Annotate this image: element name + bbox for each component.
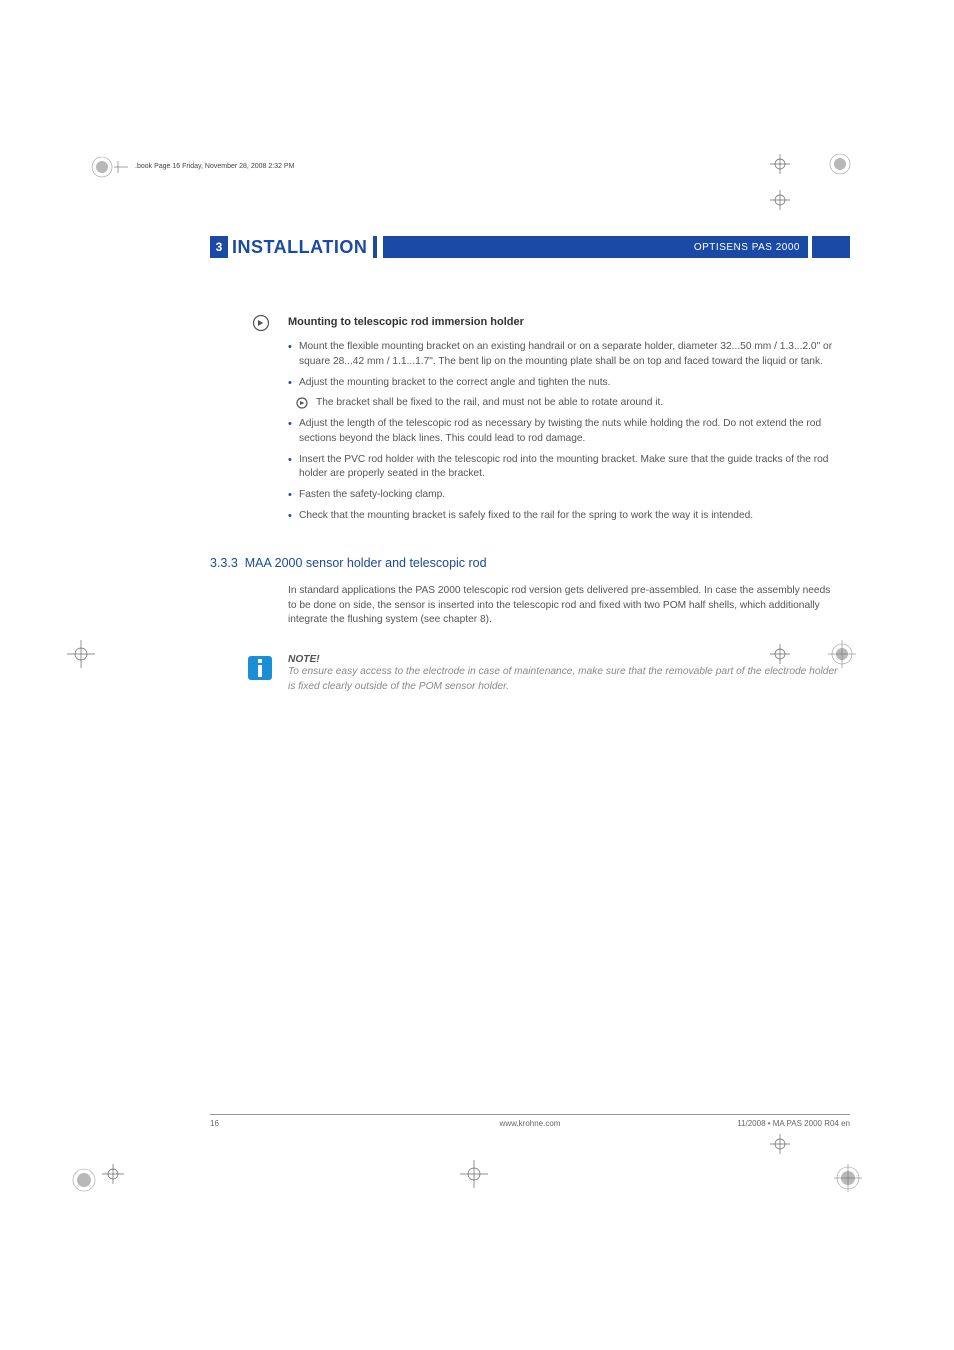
note-block: NOTE! To ensure easy access to the elect… <box>288 654 840 695</box>
section-header: 3 INSTALLATION OPTISENS PAS 2000 <box>210 236 850 258</box>
page-build-annotation: .book Page 16 Friday, November 28, 2008 … <box>135 163 294 170</box>
crop-mark-tr <box>770 150 860 210</box>
list-item: Mount the flexible mounting bracket on a… <box>288 340 840 370</box>
list-item: Insert the PVC rod holder with the teles… <box>288 453 840 483</box>
page-content: 3 INSTALLATION OPTISENS PAS 2000 Mountin… <box>210 236 850 695</box>
note-title: NOTE! <box>288 654 840 665</box>
section-number: 3 <box>210 236 228 258</box>
footer-url: www.krohne.com <box>500 1119 561 1128</box>
section-title: INSTALLATION <box>228 236 383 258</box>
footer-page-number: 16 <box>210 1119 219 1128</box>
list-item: Adjust the length of the telescopic rod … <box>288 417 840 447</box>
list-item: Check that the mounting bracket is safel… <box>288 509 840 524</box>
product-name: OPTISENS PAS 2000 <box>383 236 808 258</box>
crop-mark-br <box>770 1130 870 1200</box>
crop-mark-bc <box>460 1160 490 1190</box>
crop-mark-ml <box>67 640 97 670</box>
subsection-heading: 3.3.3 MAA 2000 sensor holder and telesco… <box>210 556 850 570</box>
note-body: To ensure easy access to the electrode i… <box>288 665 840 695</box>
procedure-arrow-icon <box>252 314 270 337</box>
crop-mark-tl <box>88 155 128 185</box>
subsection-body: In standard applications the PAS 2000 te… <box>288 584 840 628</box>
mounting-heading: Mounting to telescopic rod immersion hol… <box>288 316 840 328</box>
page-footer: 16 www.krohne.com 11/2008 • MA PAS 2000 … <box>210 1114 850 1128</box>
header-tail-stripe <box>812 236 850 258</box>
result-arrow-icon <box>296 397 308 415</box>
list-item-result: The bracket shall be fixed to the rail, … <box>288 396 840 411</box>
mounting-instructions: Mount the flexible mounting bracket on a… <box>288 340 840 524</box>
info-icon <box>248 656 272 680</box>
list-item: Adjust the mounting bracket to the corre… <box>288 376 840 391</box>
footer-docref: 11/2008 • MA PAS 2000 R04 en <box>737 1119 850 1128</box>
list-item: Fasten the safety-locking clamp. <box>288 488 840 503</box>
title-divider <box>373 236 377 258</box>
crop-mark-bl <box>62 1136 132 1196</box>
